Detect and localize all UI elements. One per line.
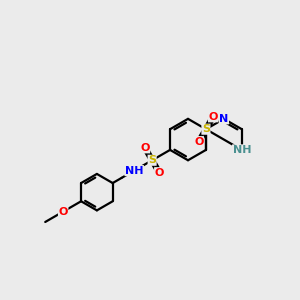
Text: S: S: [202, 124, 210, 134]
Text: NH: NH: [125, 166, 143, 176]
Text: O: O: [208, 112, 218, 122]
Text: N: N: [219, 114, 229, 124]
Text: NH: NH: [232, 145, 251, 155]
Text: O: O: [58, 207, 68, 217]
Text: O: O: [154, 168, 164, 178]
Text: O: O: [194, 136, 203, 147]
Text: O: O: [140, 143, 150, 153]
Text: S: S: [148, 155, 156, 165]
